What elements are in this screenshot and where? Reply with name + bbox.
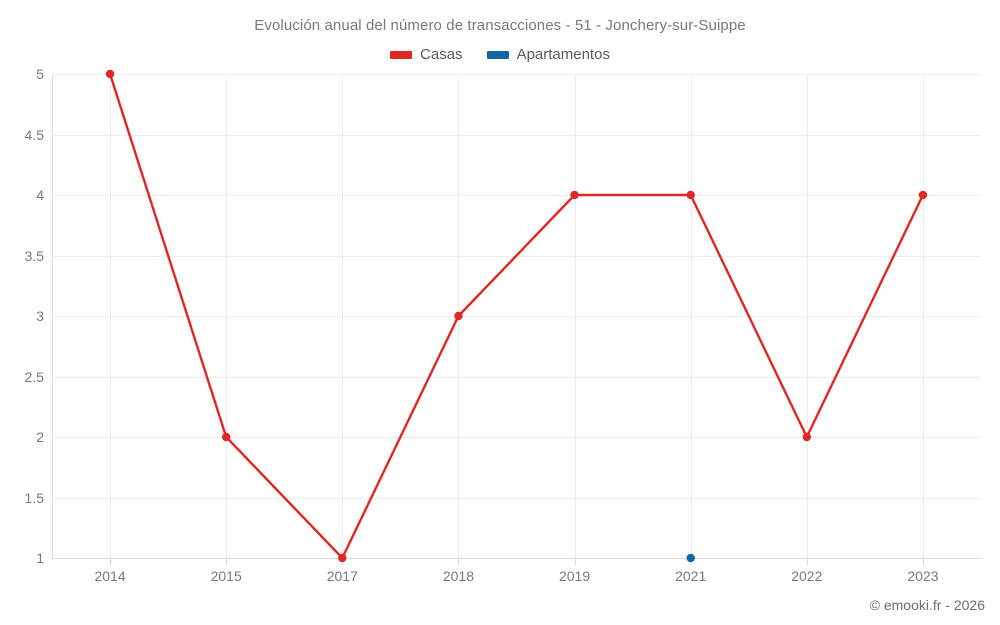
x-tick-mark	[458, 559, 460, 565]
gridline-horizontal	[52, 497, 981, 499]
x-tick-label: 2018	[442, 568, 475, 584]
x-tick-mark	[342, 559, 344, 565]
gridline-horizontal	[52, 558, 981, 559]
gridline-horizontal	[52, 74, 981, 75]
gridline-vertical	[690, 74, 692, 558]
x-tick-label: 2021	[675, 568, 707, 584]
x-tick-mark	[690, 559, 692, 565]
legend-item-label: Casas	[420, 46, 463, 63]
y-tick-label: 1	[36, 550, 44, 566]
y-tick-label: 1.5	[24, 489, 44, 506]
y-tick-label: 4	[36, 187, 44, 203]
y-tick-label: 4.5	[24, 126, 44, 143]
y-axis-labels: 1 1.5 2 2.5 3 3.5 4 4.5 5	[0, 0, 44, 625]
line-swatch-icon	[390, 50, 413, 59]
legend-item-label: Apartamentos	[516, 46, 610, 63]
gridline-vertical	[806, 74, 808, 558]
gridline-vertical	[342, 74, 344, 558]
x-tick-label: 2015	[210, 568, 242, 584]
x-tick-label: 2022	[791, 568, 823, 584]
y-tick-label: 2.5	[24, 368, 44, 385]
page-title: Evolución anual del número de transaccio…	[254, 17, 746, 34]
gridline-vertical	[458, 74, 460, 558]
y-tick-label: 2	[36, 429, 44, 445]
copyright-footer: © emooki.fr - 2026	[869, 597, 985, 613]
gridline-horizontal	[52, 437, 981, 438]
x-tick-mark	[110, 559, 112, 565]
gridline-vertical	[922, 74, 924, 558]
gridline-horizontal	[52, 255, 981, 257]
chart-legend: Casas Apartamentos	[0, 46, 1000, 63]
line-swatch-icon	[486, 50, 509, 59]
plot-area	[52, 74, 981, 559]
x-tick-label: 2019	[558, 568, 591, 584]
x-tick-mark	[922, 559, 924, 565]
x-tick-mark	[226, 559, 228, 565]
x-tick-mark	[574, 559, 576, 565]
y-tick-label: 3.5	[24, 247, 44, 264]
y-tick-label: 3	[36, 308, 44, 324]
gridline-horizontal	[52, 316, 981, 317]
legend-item-casas[interactable]: Casas	[390, 46, 463, 63]
y-tick-label: 5	[36, 66, 44, 82]
x-tick-label: 2017	[326, 568, 358, 584]
gridline-horizontal	[52, 195, 981, 196]
gridline-vertical	[574, 74, 576, 558]
gridline-vertical	[110, 74, 112, 558]
gridline-vertical	[226, 74, 228, 558]
x-tick-label: 2014	[94, 568, 126, 584]
x-tick-label: 2023	[907, 568, 939, 584]
gridline-horizontal	[52, 134, 981, 136]
x-tick-mark	[806, 559, 808, 565]
gridline-horizontal	[52, 376, 981, 378]
legend-item-apartamentos[interactable]: Apartamentos	[486, 46, 610, 63]
